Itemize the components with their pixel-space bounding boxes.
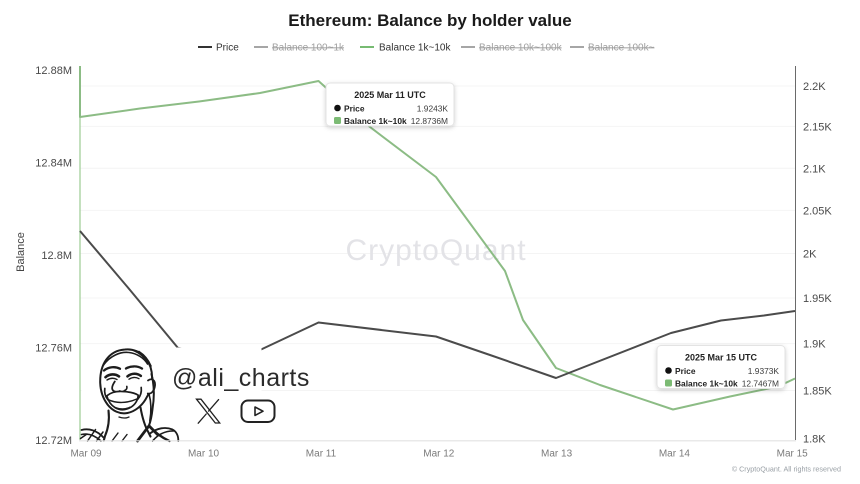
- svg-text:Balance 1k~10k: Balance 1k~10k: [379, 43, 451, 54]
- svg-text:CryptoQuant: CryptoQuant: [345, 234, 526, 267]
- svg-text:Balance 100~1k: Balance 100~1k: [272, 43, 345, 54]
- svg-text:12.7467M: 12.7467M: [742, 379, 779, 389]
- svg-text:12.84M: 12.84M: [35, 158, 72, 170]
- svg-text:Balance 10k~100k: Balance 10k~100k: [479, 43, 563, 54]
- svg-text:2.15K: 2.15K: [803, 121, 832, 133]
- svg-text:1.9K: 1.9K: [803, 339, 826, 351]
- svg-text:Mar 14: Mar 14: [659, 449, 691, 460]
- svg-text:Mar 10: Mar 10: [188, 449, 220, 460]
- svg-text:Mar 15: Mar 15: [777, 449, 809, 460]
- svg-text:2025 Mar 15 UTC: 2025 Mar 15 UTC: [685, 353, 758, 363]
- svg-text:2.2K: 2.2K: [803, 81, 826, 93]
- svg-text:Mar 11: Mar 11: [306, 449, 337, 460]
- svg-text:Price: Price: [216, 43, 239, 54]
- svg-text:@ali_charts: @ali_charts: [172, 364, 310, 392]
- svg-text:1.8K: 1.8K: [803, 434, 826, 446]
- svg-text:Price: Price: [675, 366, 696, 376]
- svg-text:12.72M: 12.72M: [35, 435, 72, 447]
- svg-text:Mar 12: Mar 12: [423, 449, 455, 460]
- svg-text:1.9243K: 1.9243K: [417, 104, 449, 114]
- svg-text:Mar 09: Mar 09: [70, 449, 102, 460]
- svg-text:1.85K: 1.85K: [803, 386, 832, 398]
- svg-text:12.8736M: 12.8736M: [411, 116, 448, 126]
- svg-text:12.8M: 12.8M: [41, 250, 72, 262]
- svg-text:Balance 1k~10k: Balance 1k~10k: [344, 116, 407, 126]
- svg-text:2.1K: 2.1K: [803, 163, 826, 175]
- svg-text:1.95K: 1.95K: [803, 293, 832, 305]
- svg-text:1.9373K: 1.9373K: [748, 366, 780, 376]
- svg-text:© CryptoQuant. All rights rese: © CryptoQuant. All rights reserved: [732, 465, 841, 474]
- svg-text:Balance 1k~10k: Balance 1k~10k: [675, 379, 738, 389]
- svg-text:Ethereum: Balance by holder va: Ethereum: Balance by holder value: [288, 11, 571, 30]
- svg-text:2K: 2K: [803, 249, 817, 261]
- svg-text:Balance: Balance: [15, 232, 27, 272]
- svg-text:12.88M: 12.88M: [35, 65, 72, 77]
- svg-text:Balance 100k~: Balance 100k~: [588, 43, 655, 54]
- svg-text:12.76M: 12.76M: [35, 343, 72, 355]
- svg-text:Price: Price: [344, 104, 365, 114]
- svg-text:Mar 13: Mar 13: [541, 449, 573, 460]
- svg-text:2.05K: 2.05K: [803, 205, 832, 217]
- svg-text:2025 Mar 11 UTC: 2025 Mar 11 UTC: [354, 90, 426, 100]
